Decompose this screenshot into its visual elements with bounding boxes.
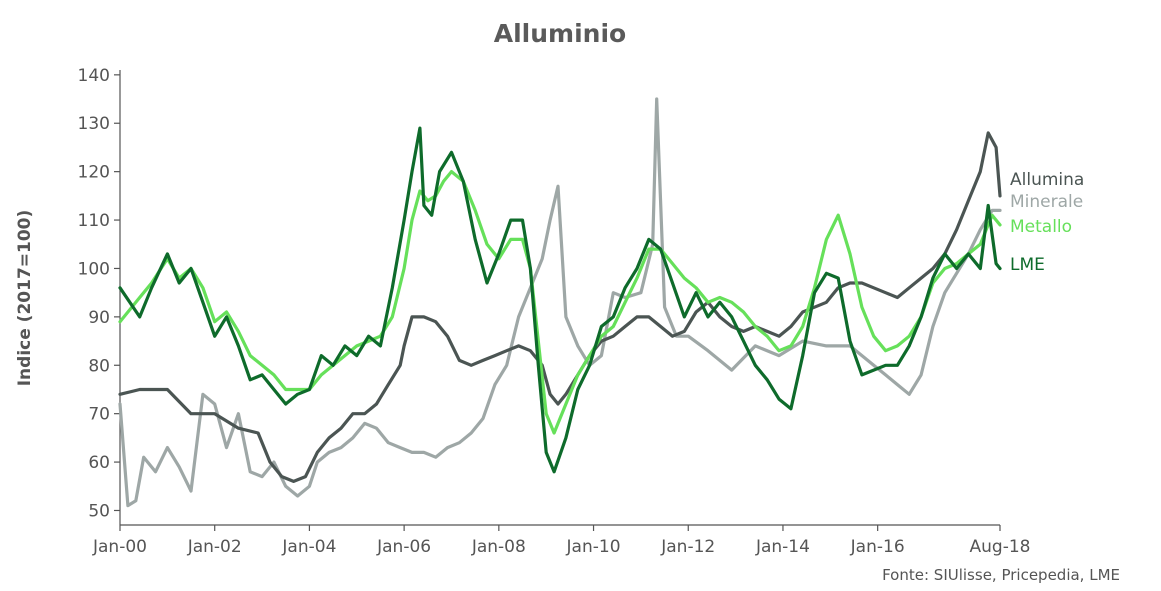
x-tick-label: Jan-06 bbox=[376, 537, 431, 557]
y-axis: 50 60 70 80 90 100 110 120 130 140 bbox=[78, 66, 121, 525]
y-tick-label: 70 bbox=[88, 405, 110, 425]
x-axis: Jan-00 Jan-02 Jan-04 Jan-06 Jan-08 Jan-10 Jan-… bbox=[92, 524, 1031, 557]
y-tick-label: 50 bbox=[88, 501, 110, 521]
x-tick-label: Jan-08 bbox=[471, 537, 526, 557]
series-lines bbox=[118, 97, 1002, 508]
x-tick-label: Jan-02 bbox=[187, 537, 242, 557]
y-tick-label: 110 bbox=[78, 211, 110, 231]
x-tick-label: Jan-16 bbox=[850, 537, 905, 557]
series-label-lme: LME bbox=[1010, 255, 1045, 275]
chart-title: Alluminio bbox=[494, 19, 626, 48]
x-tick-label: Jan-12 bbox=[660, 537, 715, 557]
y-tick-label: 60 bbox=[88, 453, 110, 473]
y-tick-label: 120 bbox=[78, 163, 110, 183]
x-tick-label: Aug-18 bbox=[970, 537, 1031, 557]
y-tick-label: 130 bbox=[78, 114, 110, 134]
source-note: Fonte: SIUlisse, Pricepedia, LME bbox=[882, 566, 1120, 584]
series-line-metallo bbox=[118, 170, 1002, 435]
y-tick-label: 80 bbox=[88, 356, 110, 376]
x-tick-label: Jan-14 bbox=[755, 537, 810, 557]
x-tick-label: Jan-10 bbox=[566, 537, 621, 557]
y-tick-label: 100 bbox=[78, 259, 110, 279]
x-tick-label: Jan-00 bbox=[92, 537, 147, 557]
series-label-minerale: Minerale bbox=[1010, 192, 1083, 212]
y-axis-label: Indice (2017=100) bbox=[15, 210, 35, 387]
series-label-metallo: Metallo bbox=[1010, 217, 1072, 237]
y-tick-label: 140 bbox=[78, 66, 110, 86]
series-line-minerale bbox=[118, 97, 1002, 508]
series-line-allumina bbox=[118, 131, 1002, 483]
series-label-allumina: Allumina bbox=[1010, 170, 1084, 190]
series-line-lme bbox=[118, 126, 1002, 474]
y-tick-label: 90 bbox=[88, 308, 110, 328]
x-tick-label: Jan-04 bbox=[281, 537, 336, 557]
